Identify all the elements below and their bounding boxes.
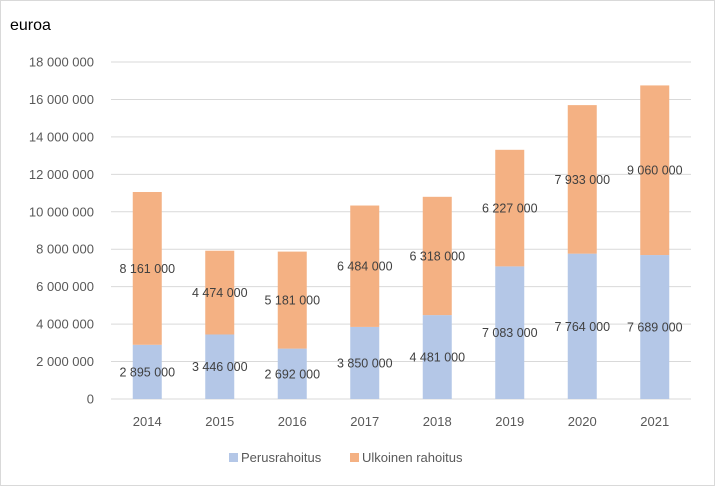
y-tick-label: 16 000 000 [29,92,94,107]
bar-ulkoinen-rahoitus-2020 [567,105,597,254]
data-label-perusrahoitus-2020: 7 764 000 [554,320,610,334]
bar-ulkoinen-rahoitus-2019 [495,149,525,267]
x-tick-label-2016: 2016 [278,414,307,429]
data-label-perusrahoitus-2021: 7 689 000 [627,321,683,335]
legend: Perusrahoitus Ulkoinen rahoitus [229,450,463,465]
data-label-perusrahoitus-2015: 3 446 000 [192,360,248,374]
bar-ulkoinen-rahoitus-2014 [132,192,162,345]
data-label-ulkoinen-rahoitus-2017: 6 484 000 [337,260,393,274]
x-tick-label-2021: 2021 [640,414,669,429]
bar-perusrahoitus-2020 [567,253,597,399]
bar-perusrahoitus-2021 [640,255,670,399]
data-labels: 2 895 000 8 161 000 3 446 000 4 474 000 2 69… [119,164,682,382]
data-label-perusrahoitus-2014: 2 895 000 [119,365,175,379]
data-label-perusrahoitus-2017: 3 850 000 [337,356,393,370]
y-unit-label: euroa [10,17,51,34]
bar-perusrahoitus-2019 [495,266,525,399]
legend-swatch-perusrahoitus [229,453,238,462]
bar-ulkoinen-rahoitus-2017 [350,205,380,327]
y-tick-label: 8 000 000 [36,242,94,257]
data-label-ulkoinen-rahoitus-2020: 7 933 000 [554,173,610,187]
data-label-ulkoinen-rahoitus-2015: 4 474 000 [192,286,248,300]
x-tick-label-2017: 2017 [350,414,379,429]
x-tick-label-2019: 2019 [495,414,524,429]
bar-perusrahoitus-2016 [277,348,307,399]
bar-ulkoinen-rahoitus-2016 [277,251,307,349]
legend-swatch-ulkoinen-rahoitus [350,453,359,462]
bar-ulkoinen-rahoitus-2021 [640,85,670,256]
bar-ulkoinen-rahoitus-2015 [205,250,235,335]
x-tick-label-2015: 2015 [205,414,234,429]
y-tick-label: 2 000 000 [36,354,94,369]
data-label-ulkoinen-rahoitus-2014: 8 161 000 [119,262,175,276]
bar-ulkoinen-rahoitus-2018 [422,196,452,316]
x-axis-ticks: 2014 2015 2016 2017 2018 2019 2020 2021 [133,414,669,429]
bar-perusrahoitus-2017 [350,326,380,399]
bar-perusrahoitus-2014 [132,344,162,399]
data-label-ulkoinen-rahoitus-2021: 9 060 000 [627,164,683,178]
x-tick-label-2014: 2014 [133,414,162,429]
data-label-perusrahoitus-2016: 2 692 000 [264,367,320,381]
data-label-ulkoinen-rahoitus-2016: 5 181 000 [264,294,320,308]
y-tick-label: 18 000 000 [29,55,94,70]
y-axis-ticks: 0 2 000 000 4 000 000 6 000 000 8 000 000 10 … [29,55,94,407]
data-label-perusrahoitus-2018: 4 481 000 [409,351,465,365]
legend-label-perusrahoitus: Perusrahoitus [241,450,322,465]
x-tick-label-2020: 2020 [568,414,597,429]
data-label-perusrahoitus-2019: 7 083 000 [482,326,538,340]
y-tick-label: 6 000 000 [36,279,94,294]
legend-label-ulkoinen-rahoitus: Ulkoinen rahoitus [362,450,463,465]
data-label-ulkoinen-rahoitus-2019: 6 227 000 [482,202,538,216]
bars [132,85,670,399]
y-tick-label: 4 000 000 [36,317,94,332]
y-tick-label: 14 000 000 [29,129,94,144]
bar-perusrahoitus-2015 [205,334,235,399]
y-tick-label: 12 000 000 [29,167,94,182]
bar-perusrahoitus-2018 [422,315,452,399]
data-label-ulkoinen-rahoitus-2018: 6 318 000 [409,249,465,263]
y-tick-label: 10 000 000 [29,204,94,219]
gridlines [111,61,691,400]
x-tick-label-2018: 2018 [423,414,452,429]
y-tick-label: 0 [87,392,94,407]
